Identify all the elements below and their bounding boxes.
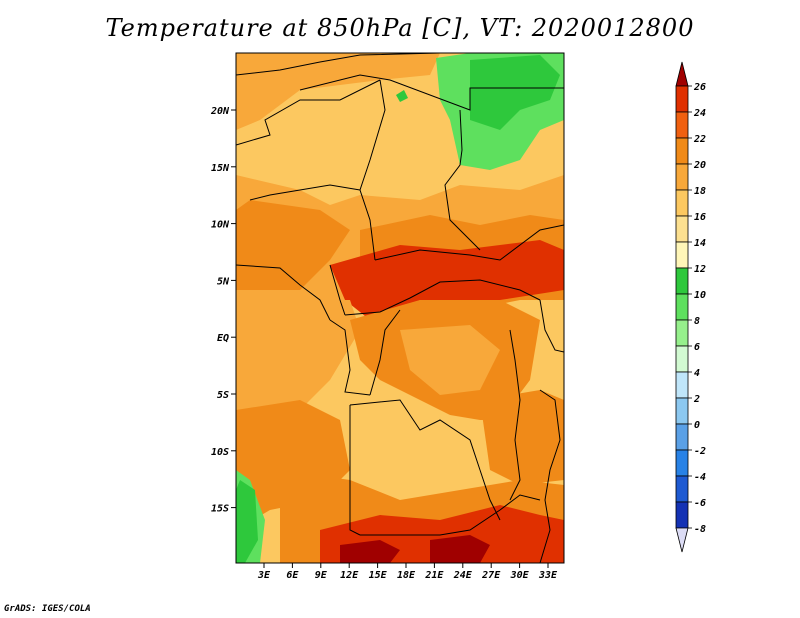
colorbar-segment bbox=[675, 267, 689, 295]
colorbar-label: 0 bbox=[694, 420, 700, 431]
colorbar-label: 2 bbox=[693, 394, 700, 405]
colorbar-label: -8 bbox=[694, 524, 706, 535]
colorbar-label: 18 bbox=[694, 186, 706, 197]
longitude-axis: 3E 6E 9E 12E 15E 18E 21E 24E 27E 30E 33E bbox=[257, 563, 558, 581]
colorbar-label: 22 bbox=[693, 134, 706, 145]
lat-tick-label: 5S bbox=[217, 390, 229, 401]
lon-tick-label: 12E bbox=[340, 570, 359, 581]
colorbar-segment bbox=[675, 111, 689, 139]
colorbar-label: 10 bbox=[694, 290, 706, 301]
colorbar-segment bbox=[675, 241, 689, 269]
colorbar-label: -6 bbox=[694, 498, 706, 509]
colorbar-label: -4 bbox=[694, 472, 706, 483]
credit-label: GrADS: IGES/COLA bbox=[4, 604, 91, 614]
colorbar-segment bbox=[675, 345, 689, 373]
lon-tick-label: 15E bbox=[369, 570, 388, 581]
lat-tick-label: 15S bbox=[211, 504, 229, 515]
lat-tick-label: 10N bbox=[211, 220, 230, 231]
lat-tick-label: 20N bbox=[210, 106, 230, 117]
colorbar-label: 12 bbox=[694, 264, 706, 275]
colorbar-label: 4 bbox=[694, 368, 700, 379]
colorbar-label: -2 bbox=[694, 446, 706, 457]
colorbar-overflow-triangle bbox=[675, 61, 689, 87]
colorbar-segment bbox=[675, 371, 689, 399]
lon-tick-label: 30E bbox=[510, 570, 530, 581]
lon-tick-label: 3E bbox=[257, 570, 271, 581]
lon-tick-label: 6E bbox=[286, 570, 299, 581]
colorbar-label: 24 bbox=[693, 108, 706, 119]
lon-tick-label: 33E bbox=[538, 570, 558, 581]
colorbar-segment bbox=[675, 85, 689, 113]
colorbar-segment bbox=[675, 215, 689, 243]
lon-tick-label: 18E bbox=[397, 570, 416, 581]
colorbar-label: 8 bbox=[694, 316, 700, 327]
lat-tick-label: 15N bbox=[211, 163, 230, 174]
colorbar-label: 20 bbox=[693, 160, 706, 171]
latitude-axis: 20N 15N 10N 5N EQ 5S 10S 15S bbox=[210, 106, 236, 515]
colorbar-segment bbox=[675, 189, 689, 217]
lon-tick-label: 21E bbox=[424, 570, 444, 581]
colorbar-label: 6 bbox=[694, 342, 700, 353]
colorbar-segment bbox=[675, 475, 689, 503]
map-title: Temperature at 850hPa [C], VT: 202001280… bbox=[105, 14, 695, 42]
lon-tick-label: 9E bbox=[315, 570, 328, 581]
country-boundaries bbox=[236, 53, 564, 563]
colorbar-segment bbox=[675, 293, 689, 321]
colorbar-segment bbox=[675, 423, 689, 451]
lat-tick-label: 5N bbox=[217, 276, 230, 287]
colorbar-segment bbox=[675, 449, 689, 477]
colorbar-label: 26 bbox=[693, 82, 706, 93]
colorbar-segment bbox=[675, 397, 689, 425]
lon-tick-label: 27E bbox=[481, 570, 501, 581]
colorbar-segment bbox=[675, 319, 689, 347]
colorbar-label: 14 bbox=[694, 238, 706, 249]
lon-tick-label: 24E bbox=[453, 570, 473, 581]
colorbar-underflow-triangle bbox=[675, 527, 689, 553]
colorbar-label: 16 bbox=[694, 212, 706, 223]
temperature-field bbox=[236, 53, 564, 563]
colorbar-segment bbox=[675, 501, 689, 529]
lat-tick-label: 10S bbox=[211, 447, 229, 458]
lat-tick-label: EQ bbox=[217, 333, 229, 344]
colorbar-segment bbox=[675, 163, 689, 191]
colorbar-segment bbox=[675, 137, 689, 165]
map-frame bbox=[235, 52, 565, 564]
